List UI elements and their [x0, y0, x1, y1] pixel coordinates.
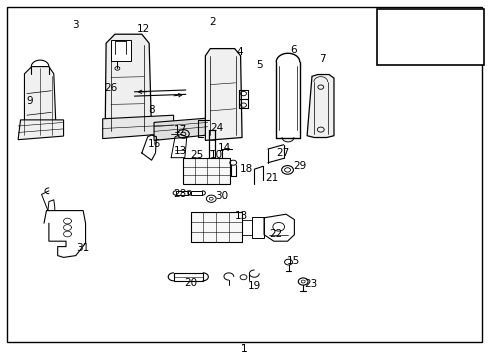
Text: 6: 6 [289, 45, 296, 55]
Polygon shape [18, 120, 63, 140]
Text: 8: 8 [148, 105, 155, 115]
Polygon shape [306, 75, 333, 138]
Text: 1: 1 [241, 344, 247, 354]
Text: 24: 24 [210, 123, 223, 133]
Bar [376, 9, 483, 65]
Text: 7: 7 [319, 54, 325, 64]
Text: 23: 23 [303, 279, 317, 289]
Text: 31: 31 [76, 243, 90, 253]
Text: 29: 29 [293, 161, 306, 171]
Bar [111, 40, 131, 61]
Text: 26: 26 [104, 83, 117, 93]
Text: 4: 4 [236, 47, 243, 57]
Text: 5: 5 [255, 60, 262, 70]
Bar [183, 158, 229, 184]
Text: 18: 18 [239, 164, 252, 174]
Text: 1: 1 [241, 344, 247, 354]
Text: 2: 2 [209, 17, 216, 27]
Text: 16: 16 [148, 139, 161, 149]
Polygon shape [24, 67, 56, 137]
Text: 27: 27 [276, 148, 289, 158]
Text: 28: 28 [173, 189, 186, 199]
Text: 20: 20 [184, 278, 197, 288]
Text: 21: 21 [265, 173, 278, 183]
Text: 19: 19 [247, 281, 261, 291]
Text: 11: 11 [452, 36, 466, 46]
Polygon shape [154, 118, 207, 140]
Text: 30: 30 [215, 191, 228, 201]
Bar [190, 212, 242, 242]
Polygon shape [102, 115, 173, 139]
Text: 10: 10 [210, 150, 223, 160]
Text: 13: 13 [173, 146, 186, 156]
Bar [190, 191, 202, 195]
Text: 3: 3 [72, 20, 79, 30]
Bar [173, 273, 203, 281]
Text: 25: 25 [190, 150, 203, 160]
Polygon shape [205, 49, 242, 140]
Polygon shape [105, 34, 151, 137]
Text: 15: 15 [286, 256, 300, 266]
Bar [251, 217, 264, 238]
Text: 14: 14 [217, 143, 230, 153]
Text: 22: 22 [269, 229, 283, 239]
Text: 13: 13 [234, 211, 247, 221]
Text: 12: 12 [137, 24, 150, 34]
Text: 9: 9 [26, 96, 33, 106]
Text: 17: 17 [173, 125, 186, 135]
Bar [176, 191, 187, 195]
